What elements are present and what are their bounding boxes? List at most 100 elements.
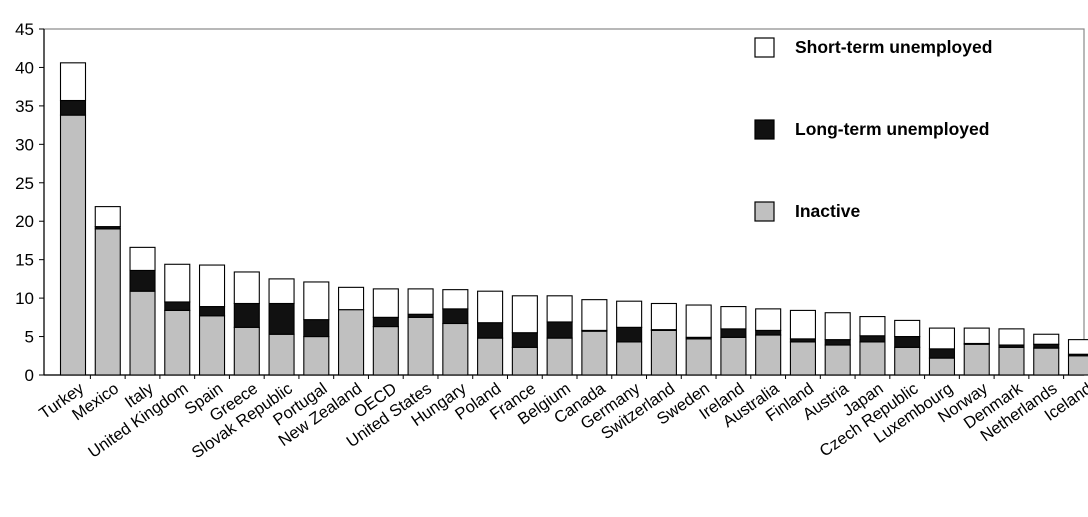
bar-short-term-unemployed [200,265,225,307]
bar-short-term-unemployed [964,328,989,343]
bar-inactive [165,310,190,375]
bar-inactive [200,316,225,375]
legend-swatch [755,202,774,221]
bar-inactive [269,334,294,375]
bar-short-term-unemployed [686,305,711,337]
bar-short-term-unemployed [95,207,120,227]
bar-short-term-unemployed [1034,334,1059,344]
bar-long-term-unemployed [512,333,537,348]
bar-long-term-unemployed [721,329,746,337]
bar-long-term-unemployed [756,330,781,335]
legend-label: Short-term unemployed [795,37,992,57]
bar-inactive [686,339,711,375]
bar-short-term-unemployed [512,296,537,333]
bar-short-term-unemployed [165,264,190,302]
y-tick-label: 0 [25,366,34,385]
bar-short-term-unemployed [1069,340,1088,355]
bar-long-term-unemployed [443,309,468,324]
y-tick-label: 30 [15,135,34,154]
bar-short-term-unemployed [895,320,920,336]
legend-label: Inactive [795,201,860,221]
bar-short-term-unemployed [721,307,746,329]
y-tick-label: 45 [15,20,34,39]
bar-inactive [860,342,885,375]
y-tick-label: 15 [15,251,34,270]
bar-inactive [61,115,86,375]
bar-inactive [895,347,920,375]
bar-long-term-unemployed [269,303,294,334]
bar-inactive [408,317,433,375]
bar-short-term-unemployed [234,272,259,304]
bar-inactive [825,345,850,375]
bar-inactive [790,342,815,375]
bar-short-term-unemployed [617,301,642,327]
bar-inactive [443,323,468,375]
legend: Short-term unemployed Long-term unemploye… [755,37,992,221]
bar-short-term-unemployed [756,309,781,331]
bar-long-term-unemployed [478,323,503,338]
bar-long-term-unemployed [895,337,920,348]
bar-inactive [547,338,572,375]
bar-long-term-unemployed [200,307,225,316]
legend-swatch [755,120,774,139]
bar-inactive [1034,348,1059,375]
bar-long-term-unemployed [130,270,155,291]
bar-short-term-unemployed [825,313,850,340]
bar-short-term-unemployed [999,329,1024,345]
bar-inactive [478,338,503,375]
bars [61,63,1088,375]
bar-long-term-unemployed [61,101,86,116]
bar-inactive [964,344,989,375]
bar-short-term-unemployed [582,300,607,331]
bar-inactive [721,337,746,375]
bar-long-term-unemployed [234,303,259,327]
bar-short-term-unemployed [61,63,86,101]
bar-inactive [512,347,537,375]
bar-short-term-unemployed [373,289,398,317]
bar-short-term-unemployed [478,291,503,323]
bar-long-term-unemployed [860,336,885,342]
bar-inactive [999,347,1024,375]
bar-short-term-unemployed [339,287,364,309]
bar-inactive [339,310,364,375]
bar-long-term-unemployed [1034,344,1059,348]
bar-short-term-unemployed [304,282,329,320]
bar-short-term-unemployed [651,303,676,329]
bar-inactive [929,358,954,375]
bar-short-term-unemployed [130,247,155,270]
bar-short-term-unemployed [443,290,468,309]
bar-inactive [373,327,398,375]
bar-long-term-unemployed [617,327,642,342]
bar-inactive [651,330,676,375]
bar-short-term-unemployed [929,328,954,349]
bar-inactive [95,229,120,375]
bar-short-term-unemployed [269,279,294,304]
bar-inactive [234,327,259,375]
bar-inactive [304,337,329,375]
y-tick-label: 10 [15,289,34,308]
y-tick-label: 20 [15,212,34,231]
bar-long-term-unemployed [547,322,572,338]
bar-long-term-unemployed [165,302,190,310]
bar-long-term-unemployed [929,349,954,358]
y-tick-label: 35 [15,97,34,116]
bar-short-term-unemployed [547,296,572,322]
bar-short-term-unemployed [408,289,433,314]
bar-inactive [130,291,155,375]
legend-label: Long-term unemployed [795,119,989,139]
bar-long-term-unemployed [373,317,398,326]
bar-short-term-unemployed [860,317,885,336]
bar-inactive [582,331,607,375]
bar-long-term-unemployed [825,340,850,345]
bar-inactive [1069,356,1088,375]
y-tick-label: 40 [15,58,34,77]
y-tick-label: 25 [15,174,34,193]
bar-long-term-unemployed [304,320,329,337]
bar-inactive [756,335,781,375]
legend-swatch [755,38,774,57]
y-tick-label: 5 [25,328,34,347]
bar-inactive [617,342,642,375]
